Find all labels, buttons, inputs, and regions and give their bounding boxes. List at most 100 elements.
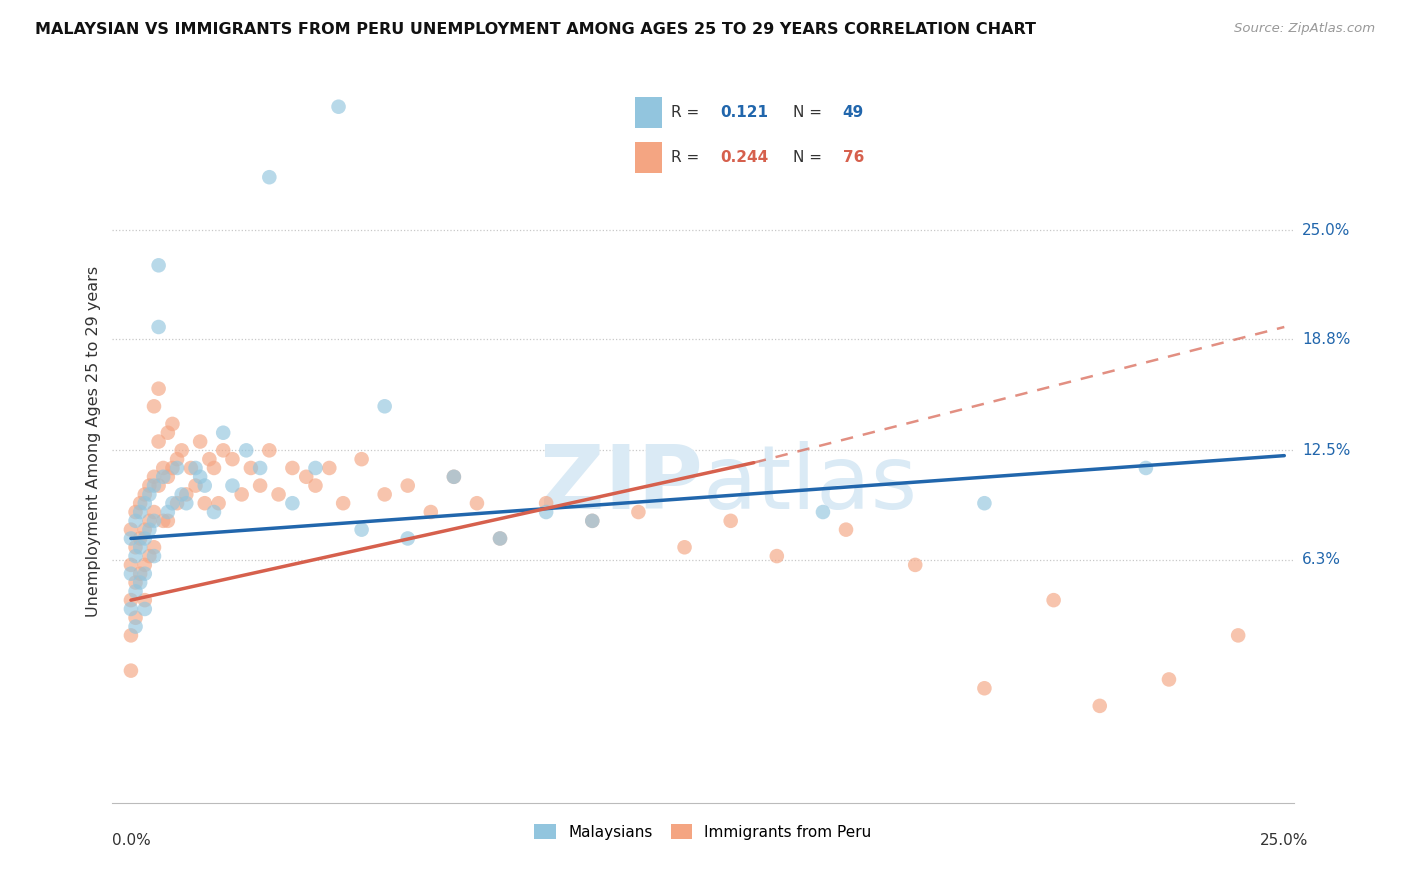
Point [973, 681, 995, 696]
Point [143, 505, 166, 519]
Point [1042, 593, 1064, 607]
Point [766, 549, 789, 563]
Point [156, 505, 179, 519]
Point [120, 523, 142, 537]
Point [1135, 461, 1157, 475]
Point [332, 496, 354, 510]
Point [318, 461, 340, 475]
Point [162, 461, 184, 475]
Point [143, 549, 166, 563]
Point [138, 514, 160, 528]
Point [120, 602, 142, 616]
Point [443, 470, 465, 484]
Point [124, 505, 146, 519]
Point [134, 566, 156, 581]
Point [207, 496, 229, 510]
Point [129, 541, 152, 555]
Point [124, 549, 146, 563]
Point [465, 496, 488, 510]
Point [120, 664, 142, 678]
Text: ZIP: ZIP [540, 442, 703, 528]
Point [124, 619, 146, 633]
Point [134, 558, 156, 572]
Point [202, 505, 225, 519]
Point [1157, 673, 1180, 687]
Point [194, 478, 217, 492]
Point [212, 443, 235, 458]
Point [120, 558, 142, 572]
Point [143, 541, 166, 555]
Point [281, 496, 304, 510]
Point [120, 532, 142, 546]
Point [194, 496, 217, 510]
Point [134, 523, 156, 537]
Point [124, 584, 146, 599]
Point [124, 541, 146, 555]
Point [720, 514, 742, 528]
Point [166, 461, 188, 475]
Point [281, 461, 304, 475]
Point [152, 514, 174, 528]
Point [489, 532, 512, 546]
Point [184, 461, 207, 475]
Point [148, 382, 170, 396]
Point [134, 487, 156, 501]
Point [143, 399, 166, 413]
Point [835, 523, 858, 537]
Point [581, 514, 603, 528]
Text: 12.5%: 12.5% [1302, 442, 1350, 458]
Point [295, 470, 318, 484]
Point [267, 487, 290, 501]
Point [212, 425, 235, 440]
Point [249, 461, 271, 475]
Text: 25.0%: 25.0% [1260, 833, 1309, 848]
Point [174, 496, 197, 510]
Point [249, 478, 271, 492]
Point [148, 258, 170, 272]
Point [156, 514, 179, 528]
Point [396, 478, 419, 492]
Point [138, 523, 160, 537]
Point [134, 602, 156, 616]
Text: Source: ZipAtlas.com: Source: ZipAtlas.com [1234, 22, 1375, 36]
Point [534, 496, 557, 510]
Point [174, 487, 197, 501]
Point [235, 443, 257, 458]
Text: atlas: atlas [703, 442, 918, 528]
Point [239, 461, 262, 475]
Point [124, 575, 146, 590]
Point [443, 470, 465, 484]
Point [202, 461, 225, 475]
Point [138, 478, 160, 492]
Point [304, 478, 326, 492]
Point [673, 541, 696, 555]
Point [198, 452, 221, 467]
Point [188, 470, 211, 484]
Point [138, 487, 160, 501]
Point [170, 487, 193, 501]
Point [134, 532, 156, 546]
Point [489, 532, 512, 546]
Point [304, 461, 326, 475]
Point [180, 461, 202, 475]
Y-axis label: Unemployment Among Ages 25 to 29 years: Unemployment Among Ages 25 to 29 years [86, 266, 101, 617]
Text: 0.0%: 0.0% [111, 833, 150, 848]
Point [143, 478, 166, 492]
Point [350, 523, 373, 537]
Point [134, 593, 156, 607]
Point [120, 628, 142, 642]
Point [259, 443, 281, 458]
Point [328, 100, 350, 114]
Point [152, 461, 174, 475]
Point [124, 611, 146, 625]
Point [231, 487, 253, 501]
Text: MALAYSIAN VS IMMIGRANTS FROM PERU UNEMPLOYMENT AMONG AGES 25 TO 29 YEARS CORRELA: MALAYSIAN VS IMMIGRANTS FROM PERU UNEMPL… [35, 22, 1036, 37]
Point [162, 417, 184, 431]
Legend: Malaysians, Immigrants from Peru: Malaysians, Immigrants from Peru [529, 818, 877, 846]
Point [184, 478, 207, 492]
Point [221, 478, 243, 492]
Point [143, 514, 166, 528]
Point [129, 566, 152, 581]
Point [138, 549, 160, 563]
Point [1088, 698, 1111, 713]
